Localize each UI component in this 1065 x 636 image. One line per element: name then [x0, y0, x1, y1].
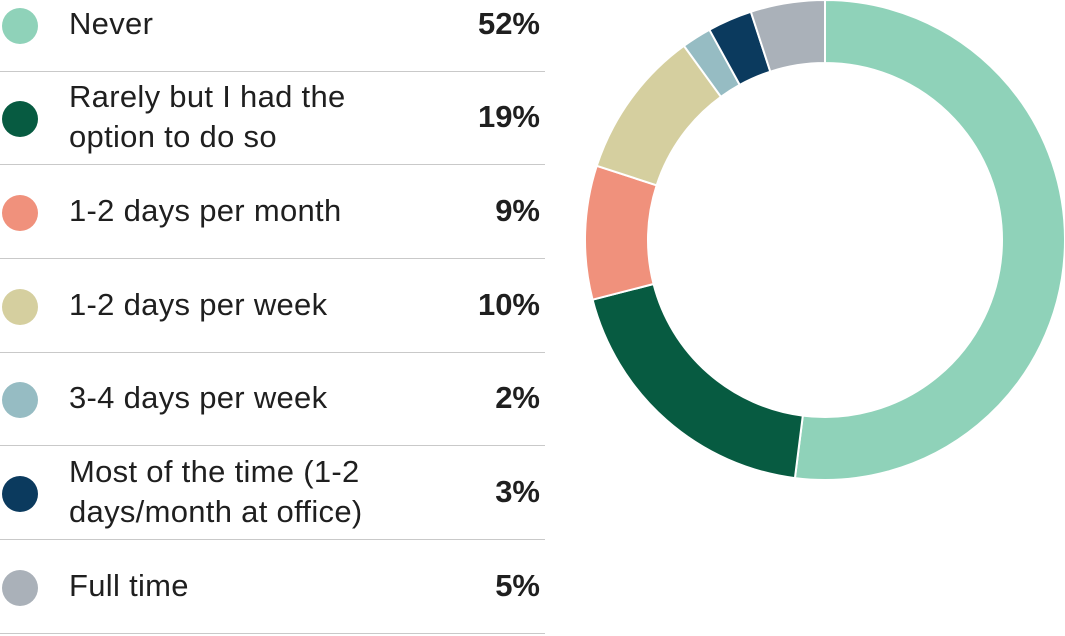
- legend-label: 3-4 days per week: [69, 378, 459, 418]
- legend-label-line: option to do so: [69, 118, 277, 154]
- legend-row: Full time 5%: [0, 541, 545, 634]
- legend-label-line: Rarely but I had the: [69, 78, 346, 114]
- legend-swatch: [2, 475, 38, 512]
- legend-label: 1-2 days per month: [69, 191, 459, 231]
- legend-label-line: Never: [69, 5, 154, 41]
- legend-label: Never: [69, 4, 459, 44]
- legend-label: Rarely but I had the option to do so: [69, 77, 459, 157]
- legend-value: 19%: [477, 98, 540, 134]
- legend-label: Most of the time (1-2 days/month at offic…: [69, 452, 459, 532]
- legend-label-line: Full time: [69, 567, 189, 603]
- legend-label-line: Most of the time (1-2: [69, 453, 360, 489]
- legend-value: 2%: [495, 379, 540, 415]
- legend-swatch: [2, 194, 38, 231]
- legend-row: 3-4 days per week 2%: [0, 353, 545, 446]
- legend-value: 5%: [495, 567, 540, 603]
- legend-row: 1-2 days per month 9%: [0, 166, 545, 259]
- legend-swatch: [2, 381, 38, 418]
- legend-row: Most of the time (1-2 days/month at offic…: [0, 447, 545, 540]
- donut-slice: [591, 282, 804, 480]
- legend-row: 1-2 days per week 10%: [0, 260, 545, 353]
- donut-slice: [793, 0, 1065, 481]
- legend-row: Rarely but I had the option to do so 19%: [0, 72, 545, 165]
- donut-slice: [749, 0, 826, 73]
- chart-legend: Never 52% Rarely but I had the option to do…: [0, 0, 545, 634]
- legend-label-line: days/month at office): [69, 493, 363, 529]
- legend-label-line: 3-4 days per week: [69, 379, 328, 415]
- legend-row: Never 52%: [0, 0, 545, 72]
- legend-swatch: [2, 288, 38, 325]
- donut-chart: [584, 0, 1065, 481]
- legend-value: 9%: [495, 192, 540, 228]
- legend-label: 1-2 days per week: [69, 285, 459, 325]
- legend-value: 52%: [477, 5, 540, 41]
- legend-swatch: [2, 100, 38, 137]
- legend-label-line: 1-2 days per month: [69, 192, 342, 228]
- legend-swatch: [2, 7, 38, 44]
- legend-label-line: 1-2 days per week: [69, 286, 328, 322]
- legend-value: 3%: [495, 473, 540, 509]
- legend-swatch: [2, 569, 38, 606]
- legend-value: 10%: [477, 286, 540, 322]
- donut-slice: [584, 164, 658, 301]
- legend-label: Full time: [69, 566, 459, 606]
